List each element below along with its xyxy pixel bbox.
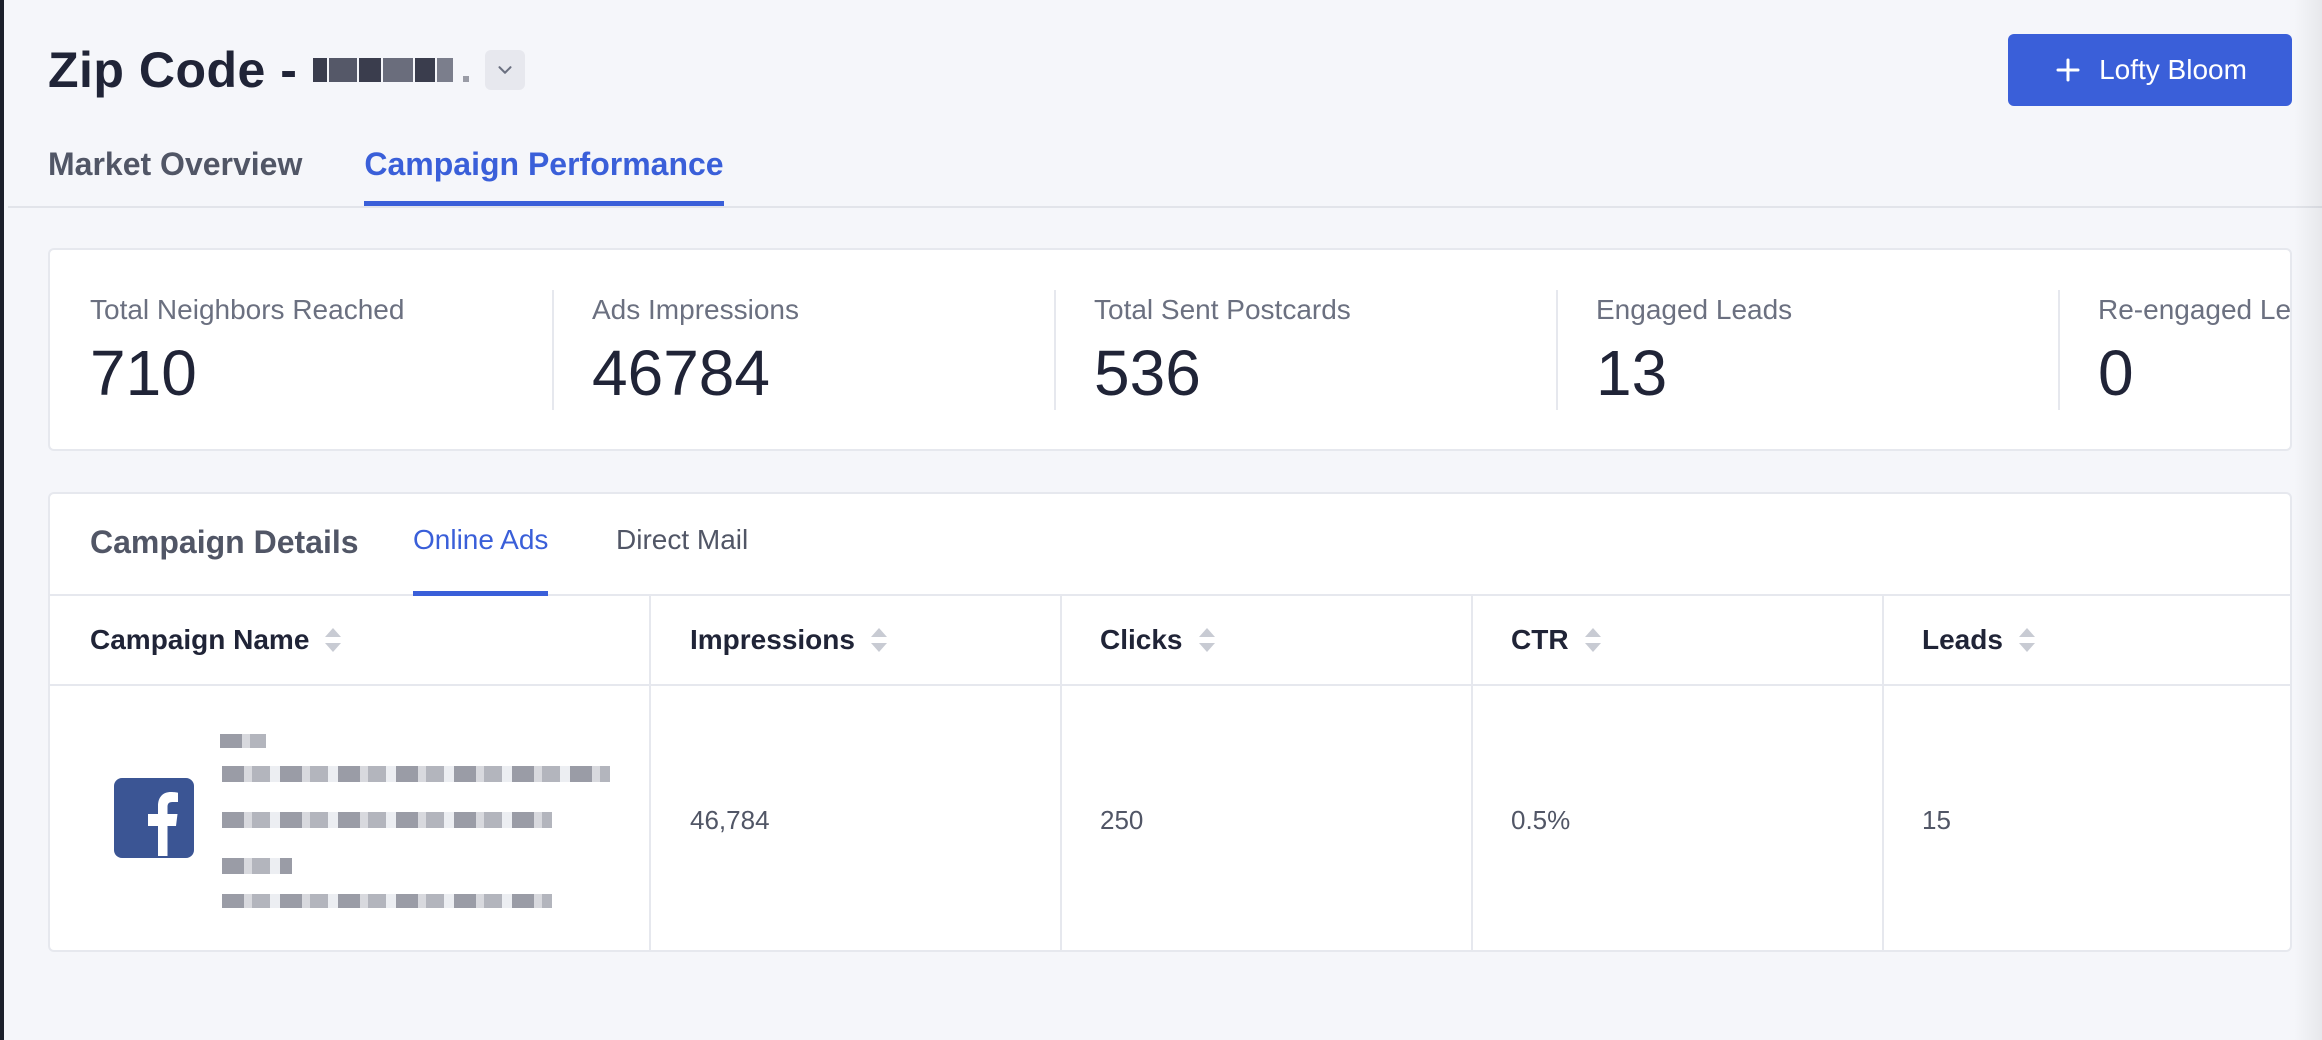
stats-card: Total Neighbors Reached 710 Ads Impressi… [48, 248, 2292, 451]
right-edge-shadow [2294, 0, 2322, 1040]
stat-label: Total Neighbors Reached [90, 294, 405, 325]
cell-leads: 15 [1922, 804, 1951, 835]
cell-ctr: 0.5% [1511, 804, 1571, 835]
stat-value: 0 [2098, 337, 2134, 409]
cell-impressions: 46,784 [690, 804, 770, 835]
tabs-divider [8, 206, 2322, 208]
column-header-clicks[interactable]: Clicks [1100, 596, 1217, 684]
campaign-details-header: Campaign Details Online Ads Direct Mail [50, 494, 2290, 596]
stat-value: 536 [1094, 337, 1201, 409]
chevron-down-icon [498, 66, 512, 74]
column-header-campaign-name[interactable]: Campaign Name [90, 596, 343, 684]
stat-divider [2058, 290, 2060, 410]
stat-value: 46784 [592, 337, 770, 409]
page-title: Zip Code - [48, 42, 298, 98]
stat-label: Engaged Leads [1596, 294, 1793, 325]
column-header-label: Clicks [1100, 624, 1183, 655]
cell-clicks: 250 [1100, 804, 1144, 835]
sort-icon[interactable] [2017, 622, 2037, 658]
column-header-ctr[interactable]: CTR [1511, 596, 1603, 684]
column-divider [1471, 596, 1473, 950]
table-header: Campaign Name Impressions Clicks CTR Lea… [50, 596, 2290, 686]
stat-value: 13 [1596, 337, 1668, 409]
column-header-leads[interactable]: Leads [1922, 596, 2037, 684]
column-divider [1882, 596, 1884, 950]
stat-label: Ads Impressions [592, 294, 799, 325]
campaign-details-title: Campaign Details [90, 524, 359, 560]
zip-dropdown-button[interactable] [485, 50, 526, 90]
tab-direct-mail[interactable]: Direct Mail [616, 524, 749, 555]
sort-icon[interactable] [323, 622, 343, 658]
add-lofty-bloom-button[interactable]: Lofty Bloom [2008, 34, 2292, 106]
stat-re-engaged-leads: Re-engaged Le 0 [2058, 250, 2292, 449]
stat-total-sent-postcards: Total Sent Postcards 536 [1054, 250, 1556, 449]
stat-divider [1556, 290, 1558, 410]
stat-total-neighbors-reached: Total Neighbors Reached 710 [50, 250, 552, 449]
column-header-label: Impressions [690, 624, 855, 655]
tab-campaign-performance[interactable]: Campaign Performance [364, 140, 724, 206]
stat-value: 710 [90, 337, 197, 409]
column-header-label: Leads [1922, 624, 2003, 655]
column-header-impressions[interactable]: Impressions [690, 596, 889, 684]
sort-icon[interactable] [1583, 622, 1603, 658]
stat-label: Re-engaged Le [2098, 294, 2292, 325]
stat-engaged-leads: Engaged Leads 13 [1556, 250, 2058, 449]
column-header-label: Campaign Name [90, 624, 310, 655]
tab-market-overview[interactable]: Market Overview [48, 146, 303, 182]
stat-ads-impressions: Ads Impressions 46784 [552, 250, 1054, 449]
sort-icon[interactable] [1197, 622, 1217, 658]
column-divider [1060, 596, 1062, 950]
column-divider [649, 596, 651, 950]
add-lofty-bloom-label: Lofty Bloom [2099, 54, 2247, 85]
campaign-details-card: Campaign Details Online Ads Direct Mail … [48, 492, 2292, 952]
redacted-zip-code [313, 54, 473, 86]
column-header-label: CTR [1511, 624, 1569, 655]
page-header: Zip Code - [48, 40, 526, 100]
plus-icon [2056, 58, 2080, 82]
stat-divider [552, 290, 554, 410]
facebook-icon [114, 778, 194, 858]
main-tabs: Market Overview Campaign Performance [48, 140, 724, 206]
tab-online-ads[interactable]: Online Ads [413, 524, 549, 596]
stat-label: Total Sent Postcards [1094, 294, 1351, 325]
stat-divider [1054, 290, 1056, 410]
sort-icon[interactable] [869, 622, 889, 658]
